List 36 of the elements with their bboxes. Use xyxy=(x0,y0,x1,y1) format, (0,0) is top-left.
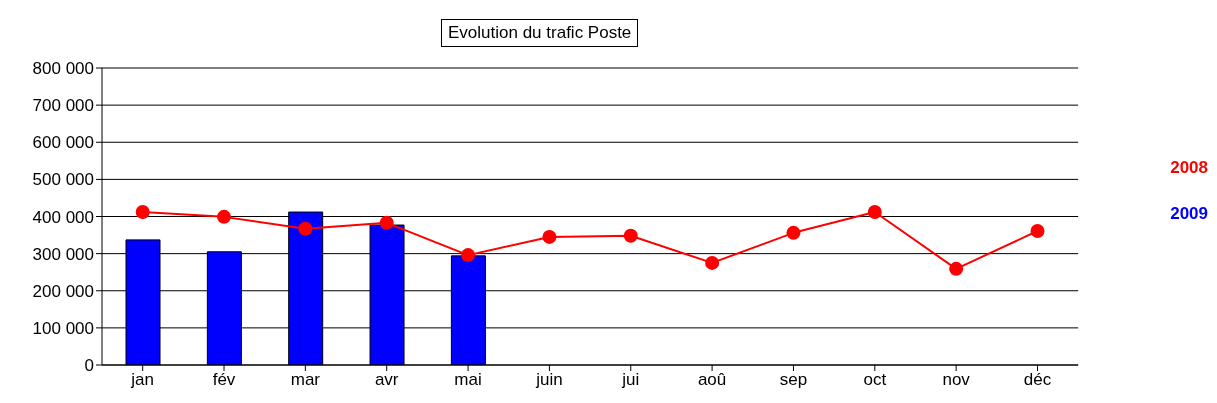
point xyxy=(217,209,232,224)
point xyxy=(542,229,557,244)
text: 2009 xyxy=(1170,204,1208,224)
x-tick-label: juin xyxy=(535,370,563,390)
x-tick-label: déc xyxy=(1023,370,1052,390)
x-tick-label: oct xyxy=(863,370,887,390)
y-tick-label: 200 000 xyxy=(32,281,94,301)
x-tick-label: fév xyxy=(212,370,236,390)
chart-title: Evolution du trafic Poste xyxy=(441,19,639,47)
x-tick-label: nov xyxy=(942,370,971,390)
x-tick-label: avr xyxy=(374,370,399,390)
point xyxy=(135,205,150,220)
y-tick-label: 600 000 xyxy=(32,133,94,153)
x-tick-label: mai xyxy=(454,370,482,390)
x-tick-label: jui xyxy=(621,370,640,390)
point xyxy=(461,248,476,263)
x-tick-label: aoû xyxy=(697,370,727,390)
y-tick-label: 800 000 xyxy=(32,59,94,79)
y-tick-label: 700 000 xyxy=(32,96,94,116)
point xyxy=(949,261,964,276)
y-tick-label: 0 xyxy=(84,356,94,376)
point xyxy=(379,215,394,230)
y-tick-label: 400 000 xyxy=(32,207,94,227)
x-tick-label: mar xyxy=(290,370,321,390)
x-tick-label: sep xyxy=(779,370,808,390)
text: 2008 xyxy=(1170,158,1208,178)
point xyxy=(1030,223,1045,238)
point xyxy=(298,221,313,236)
point xyxy=(705,255,720,270)
point xyxy=(867,205,882,220)
y-tick-label: 300 000 xyxy=(32,244,94,264)
point xyxy=(786,225,801,240)
y-tick-label: 500 000 xyxy=(32,170,94,190)
y-tick-label: 100 000 xyxy=(32,318,94,338)
point xyxy=(623,228,638,243)
x-tick-label: jan xyxy=(130,370,155,390)
